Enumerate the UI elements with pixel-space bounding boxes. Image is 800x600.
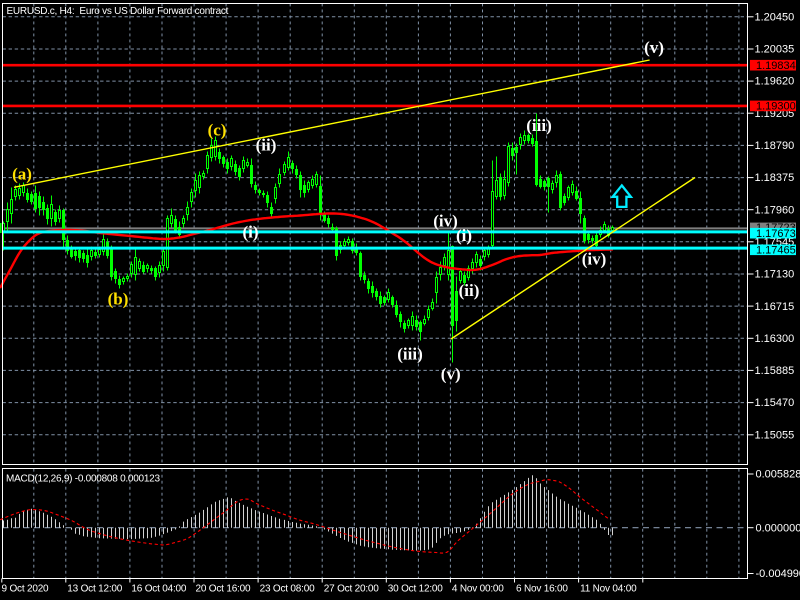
svg-text:(iii): (iii) bbox=[397, 345, 423, 364]
svg-text:23 Oct 08:00: 23 Oct 08:00 bbox=[260, 584, 315, 595]
svg-text:(i): (i) bbox=[242, 223, 258, 242]
svg-text:(iii): (iii) bbox=[526, 116, 552, 135]
svg-text:1.18375: 1.18375 bbox=[755, 172, 795, 184]
svg-text:(b): (b) bbox=[108, 290, 129, 309]
svg-text:1.19620: 1.19620 bbox=[755, 76, 795, 88]
svg-text:1.17465: 1.17465 bbox=[756, 245, 796, 257]
svg-text:11 Nov 04:00: 11 Nov 04:00 bbox=[580, 584, 637, 595]
svg-text:(i): (i) bbox=[456, 226, 472, 245]
svg-text:(ii): (ii) bbox=[256, 136, 277, 155]
svg-text:(v): (v) bbox=[644, 38, 664, 57]
svg-text:(iv): (iv) bbox=[582, 250, 607, 269]
svg-text:6 Nov 16:00: 6 Nov 16:00 bbox=[516, 584, 568, 595]
svg-text:1.18790: 1.18790 bbox=[755, 140, 795, 152]
svg-text:(a): (a) bbox=[12, 165, 32, 184]
svg-text:(iv): (iv) bbox=[433, 212, 458, 231]
svg-text:0.000000: 0.000000 bbox=[756, 522, 800, 534]
svg-text:9 Oct 2020: 9 Oct 2020 bbox=[2, 584, 50, 595]
svg-text:1.15055: 1.15055 bbox=[755, 429, 795, 441]
svg-text:-0.004990: -0.004990 bbox=[756, 568, 800, 580]
svg-text:1.17673: 1.17673 bbox=[756, 228, 796, 240]
svg-text:1.17960: 1.17960 bbox=[755, 204, 795, 216]
svg-text:1.16300: 1.16300 bbox=[755, 333, 795, 345]
svg-text:1.17130: 1.17130 bbox=[755, 269, 795, 281]
svg-text:27 Oct 20:00: 27 Oct 20:00 bbox=[324, 584, 379, 595]
svg-text:(v): (v) bbox=[441, 365, 461, 384]
svg-text:1.20035: 1.20035 bbox=[755, 44, 795, 56]
svg-text:1.15470: 1.15470 bbox=[755, 397, 795, 409]
svg-text:MACD(12,26,9) -0.000808 0.0001: MACD(12,26,9) -0.000808 0.000123 bbox=[6, 474, 160, 485]
svg-text:13 Oct 12:00: 13 Oct 12:00 bbox=[67, 584, 122, 595]
svg-text:1.15885: 1.15885 bbox=[755, 365, 795, 377]
svg-text:20 Oct 16:00: 20 Oct 16:00 bbox=[196, 584, 251, 595]
svg-text:1.19300: 1.19300 bbox=[756, 101, 796, 113]
svg-text:4 Nov 00:00: 4 Nov 00:00 bbox=[452, 584, 504, 595]
svg-text:1.19834: 1.19834 bbox=[756, 60, 796, 72]
svg-text:1.16715: 1.16715 bbox=[755, 301, 795, 313]
svg-text:EURUSD.c, H4: Euro vs US Doll: EURUSD.c, H4: Euro vs US Dollar Forward … bbox=[7, 6, 229, 17]
svg-text:0.005828: 0.005828 bbox=[756, 469, 800, 481]
svg-text:1.20450: 1.20450 bbox=[755, 11, 795, 23]
svg-text:30 Oct 12:00: 30 Oct 12:00 bbox=[388, 584, 443, 595]
svg-text:(c): (c) bbox=[208, 121, 227, 140]
svg-text:(ii): (ii) bbox=[459, 281, 480, 300]
svg-text:16 Oct 04:00: 16 Oct 04:00 bbox=[131, 584, 186, 595]
